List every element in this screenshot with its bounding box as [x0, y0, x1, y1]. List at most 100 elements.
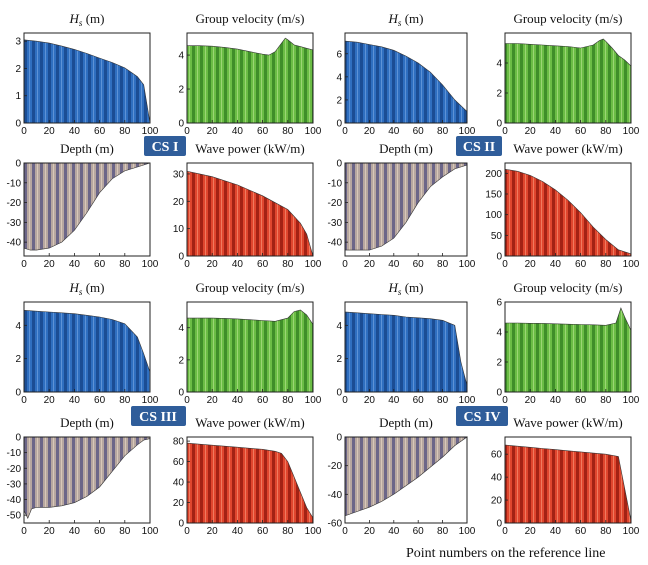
- cs-iv-group-velocity-xtick-label: 0: [502, 395, 508, 406]
- cs-iv-group-velocity-chart: 0 20 40 60 80 100 0 2 4 6 Group velocity (m/s): [496, 280, 639, 406]
- cs-iv-wave-power-ytick-label: 40: [491, 473, 503, 484]
- cs-ii-depth-xtick-label: 100: [459, 259, 476, 270]
- cs-ii-group-velocity-xtick-label: 0: [502, 126, 508, 137]
- cs-i-wave-power-title: Wave power (kW/m): [195, 141, 304, 156]
- cs-iii-wave-power-ytick-label: 20: [173, 498, 185, 509]
- cs-iii-hs-xtick-label: 20: [44, 395, 56, 406]
- cs-iv-wave-power-ytick-label: 20: [491, 496, 503, 507]
- cs-i-depth-xtick-label: 100: [142, 259, 159, 270]
- cs-iii-depth-ytick-label: -20: [7, 464, 22, 475]
- cs-i-group-velocity-ytick-label: 2: [178, 85, 184, 96]
- cs-ii-hs-xtick-label: 0: [342, 126, 348, 137]
- cs-ii-wave-power-xtick-label: 60: [575, 259, 587, 270]
- cs-iv-depth-ytick-label: -20: [328, 461, 343, 472]
- cs-iv-depth-ytick-label: -60: [328, 519, 343, 530]
- cs-i-depth-frame: [23, 162, 151, 257]
- cs-iv-depth-xtick-label: 40: [388, 526, 400, 537]
- cs-i-wave-power-xtick-label: 100: [305, 259, 322, 270]
- cs-i-wave-power-ytick-label: 20: [173, 197, 185, 208]
- cs-iii-depth-ytick-label: -50: [7, 511, 22, 522]
- cs-i-wave-power-frame: [186, 162, 314, 257]
- cs-ii-wave-power-xtick-label: 40: [550, 259, 562, 270]
- cs-i-group-velocity-ytick-label: 0: [178, 119, 184, 130]
- cs-i-wave-power-area: [186, 170, 314, 257]
- cs-i-group-velocity-xtick-label: 20: [207, 126, 219, 137]
- cs-ii-wave-power-xtick-label: 20: [525, 259, 537, 270]
- cs-iv-depth-frame: [344, 436, 468, 524]
- cs-i-hs-ytick-label: 0: [15, 119, 21, 130]
- cs-i-depth-ytick-label: -10: [7, 178, 22, 189]
- cs-iii-hs-xtick-label: 100: [142, 395, 159, 406]
- cs-iii-group-velocity-xtick-label: 100: [305, 395, 322, 406]
- cs-iii-group-velocity-ytick-label: 0: [178, 388, 184, 399]
- cs-iii-group-velocity-xtick-label: 60: [257, 395, 269, 406]
- cs-ii-group-velocity-xtick-label: 80: [600, 126, 612, 137]
- cs-iv-hs-xtick-label: 20: [364, 395, 376, 406]
- cs-iv-wave-power-xtick-label: 40: [550, 526, 562, 537]
- cs-ii-depth-xtick-label: 60: [413, 259, 425, 270]
- cs-iv-depth-ytick-label: -40: [328, 490, 343, 501]
- cs-iv-wave-power-ytick-label: 0: [496, 519, 502, 530]
- cs-i-wave-power-xtick-label: 60: [257, 259, 269, 270]
- cs-iii-hs-xtick-label: 60: [94, 395, 106, 406]
- cs-ii-hs-ytick-label: 0: [336, 119, 342, 130]
- cs-ii-depth-xtick-label: 80: [437, 259, 449, 270]
- cs-ii-wave-power-ytick-label: 50: [491, 231, 503, 242]
- cs-iv-hs-xtick-label: 60: [413, 395, 425, 406]
- cs-iv-depth-ytick-label: 0: [336, 433, 342, 444]
- cs-i-group-velocity-chart: 0 20 40 60 80 100 0 2 4 Group velocity (m/s): [178, 11, 321, 137]
- cs-iv-group-velocity-ytick-label: 4: [496, 328, 502, 339]
- cs-iii-wave-power-ytick-label: 40: [173, 478, 185, 489]
- cs-i-group-velocity-xtick-label: 0: [184, 126, 190, 137]
- cs-i-wave-power-xtick-label: 40: [232, 259, 244, 270]
- cs-ii-wave-power-xtick-label: 80: [600, 259, 612, 270]
- cs-iv-depth-xtick-label: 60: [413, 526, 425, 537]
- cs-ii-hs-ytick-label: 2: [336, 95, 342, 106]
- cs-iii-hs-area: [23, 309, 151, 393]
- cs-i-depth-area: [23, 162, 151, 251]
- cs-i-depth-title: Depth (m): [60, 141, 114, 156]
- cs-iv-depth-area: [344, 436, 468, 517]
- cs-iii-wave-power-frame: [186, 436, 314, 524]
- cs-i-depth-xtick-label: 20: [44, 259, 56, 270]
- cs-iv-wave-power-area: [504, 444, 632, 524]
- cs-ii-group-velocity-area: [504, 38, 632, 124]
- cs-ii-hs-xtick-label: 100: [459, 126, 476, 137]
- cs-i-hs-chart: 0 20 40 60 80 100 0 1 2 3 Hs (m): [15, 11, 158, 137]
- cs-i-wave-power-ytick-label: 10: [173, 224, 185, 235]
- cs-iv-group-velocity-title: Group velocity (m/s): [513, 280, 622, 295]
- cs-iii-group-velocity-xtick-label: 20: [207, 395, 219, 406]
- cs-iv-hs-area: [344, 311, 468, 393]
- cs-iv-depth-title: Depth (m): [379, 415, 433, 430]
- cs-i-wave-power-ytick-label: 30: [173, 169, 185, 180]
- cs-i-group-velocity-ytick-label: 4: [178, 51, 184, 62]
- cs-iii-depth-xtick-label: 20: [44, 526, 56, 537]
- cs-ii-depth-ytick-label: -30: [328, 218, 343, 229]
- cs-iv-wave-power-chart: 0 20 40 60 80 100 0 20 40 60 Wave power (kW/m): [491, 415, 640, 537]
- cs-ii-wave-power-ytick-label: 100: [485, 210, 502, 221]
- cs-ii-hs-xtick-label: 20: [364, 126, 376, 137]
- cs-iv-group-velocity-xtick-label: 100: [623, 395, 640, 406]
- cs-iv-wave-power-title: Wave power (kW/m): [513, 415, 622, 430]
- cs-iv-hs-xtick-label: 100: [459, 395, 476, 406]
- badge-cs-i-label: CS I: [152, 140, 179, 155]
- cs-iii-wave-power-xtick-label: 0: [184, 526, 190, 537]
- cs-iii-depth-ytick-label: -40: [7, 495, 22, 506]
- cs-iii-depth-area: [23, 436, 151, 520]
- cs-iii-hs-frame: [23, 301, 151, 393]
- cs-iv-hs-title: Hs (m): [388, 280, 424, 297]
- cs-iv-wave-power-xtick-label: 80: [600, 526, 612, 537]
- cs-i-group-velocity-xtick-label: 40: [232, 126, 244, 137]
- badge-cs-ii-label: CS II: [463, 140, 495, 155]
- cs-iii-wave-power-ytick-label: 0: [178, 519, 184, 530]
- cs-iii-group-velocity-ytick-label: 2: [178, 355, 184, 366]
- cs-iii-wave-power-xtick-label: 80: [282, 526, 294, 537]
- cs-ii-wave-power-chart: 0 20 40 60 80 100 0 50 100 150 200 Wave power (kW/m…: [485, 141, 639, 270]
- cs-iii-hs-chart: 0 20 40 60 80 100 0 2 4 Hs (m): [15, 280, 158, 406]
- cs-iii-depth-frame: [23, 436, 151, 524]
- cs-iii-hs-ytick-label: 0: [15, 388, 21, 399]
- cs-i-hs-frame: [23, 32, 151, 124]
- cs-iii-depth-xtick-label: 80: [119, 526, 131, 537]
- cs-iv-hs-ytick-label: 2: [336, 354, 342, 365]
- cs-iv-group-velocity-area: [504, 307, 632, 393]
